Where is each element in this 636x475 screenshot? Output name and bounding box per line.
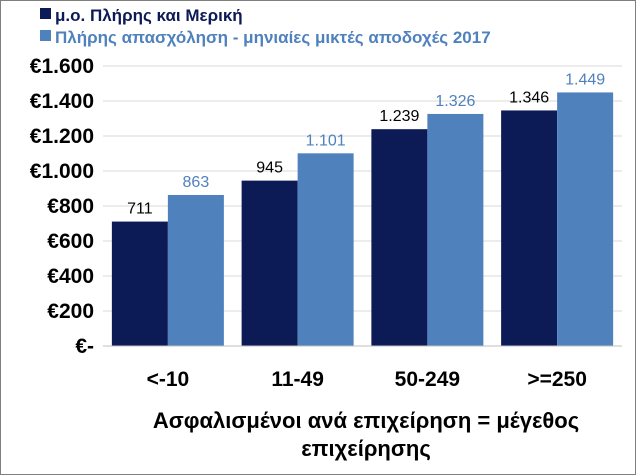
- data-label-series-1: 1.346: [509, 89, 549, 106]
- y-tick-label: €400: [47, 265, 94, 288]
- y-tick-label: €800: [47, 195, 94, 218]
- y-tick-label: €600: [47, 230, 94, 253]
- y-tick-label: €1.000: [30, 160, 94, 183]
- y-tick-label: €1.400: [30, 90, 94, 113]
- legend-label-series-1: μ.ο. Πλήρης και Μερική: [55, 6, 243, 25]
- x-axis-ticks: <-10 11-49 50-249 >=250: [147, 368, 587, 391]
- data-label-series-2: 1.326: [435, 93, 475, 110]
- y-axis-ticks: €- €200 €400 €600 €800 €1.000 €1.200 €1.400 €1.6…: [30, 55, 94, 358]
- bar-series-2-0: [167, 194, 224, 346]
- bar-series-2-2: [427, 113, 484, 346]
- bar-series-2-3: [557, 92, 614, 346]
- x-tick-label: >=250: [527, 368, 587, 391]
- x-tick-label: <-10: [147, 368, 190, 391]
- legend-swatch-series-2: [40, 30, 51, 41]
- bar-series-1-3: [501, 110, 558, 346]
- y-tick-label: €1.600: [30, 55, 94, 78]
- data-label-series-2: 1.449: [565, 71, 605, 88]
- legend: μ.ο. Πλήρης και Μερική Πλήρης απασχόληση…: [40, 6, 491, 47]
- data-labels: 711 863 945 1.101 1.239 1.326 1.346 1.449: [127, 71, 605, 217]
- bars: [111, 92, 614, 346]
- y-tick-label: €1.200: [30, 125, 94, 148]
- y-tick-label: €200: [47, 300, 94, 323]
- x-axis-title-line-1: Ασφαλισμένοι ανά επιχείρηση = μέγεθος: [153, 408, 579, 433]
- y-tick-label: €-: [75, 335, 94, 358]
- data-label-series-1: 945: [256, 160, 283, 177]
- legend-item-series-2: Πλήρης απασχόληση - μηνιαίες μικτές αποδ…: [40, 28, 491, 47]
- x-axis-title: Ασφαλισμένοι ανά επιχείρηση = μέγεθος επ…: [153, 408, 579, 461]
- legend-label-series-2: Πλήρης απασχόληση - μηνιαίες μικτές αποδ…: [55, 28, 491, 47]
- legend-swatch-series-1: [40, 8, 51, 19]
- legend-item-series-1: μ.ο. Πλήρης και Μερική: [40, 6, 243, 25]
- x-axis-title-line-2: επιχείρησης: [301, 436, 431, 461]
- x-tick-label: 11-49: [271, 368, 324, 391]
- x-tick-label: 50-249: [395, 368, 460, 391]
- bar-series-1-0: [111, 221, 168, 346]
- data-label-series-1: 1.239: [379, 108, 419, 125]
- bar-series-2-1: [297, 153, 354, 346]
- data-label-series-2: 1.101: [306, 132, 346, 149]
- data-label-series-1: 711: [127, 201, 153, 218]
- bar-series-1-2: [371, 129, 428, 346]
- bar-series-1-1: [241, 180, 298, 346]
- data-label-series-2: 863: [183, 174, 210, 191]
